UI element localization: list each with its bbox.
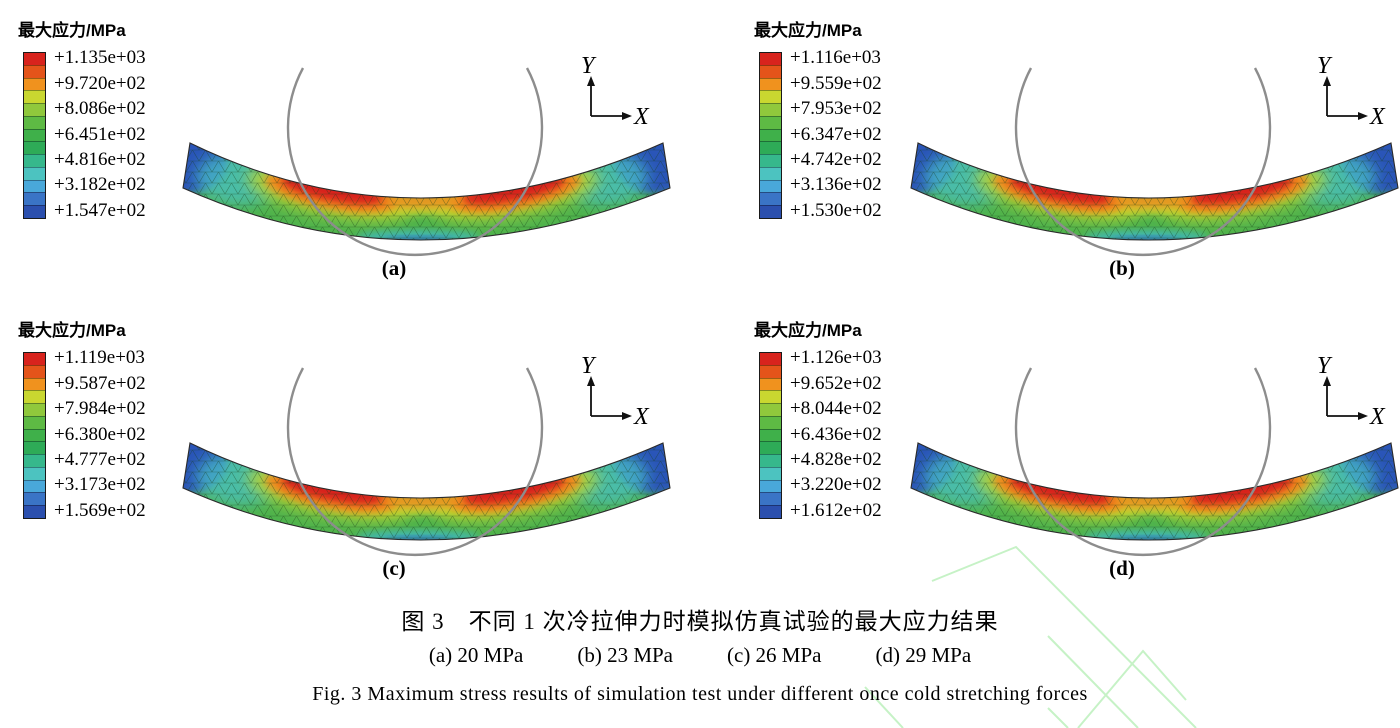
legend-tick-label: +6.451e+02 xyxy=(54,124,146,145)
legend-tick-label: +6.436e+02 xyxy=(790,424,882,445)
subcaption-c: (c) 26 MPa xyxy=(727,643,822,667)
y-axis-label: Y xyxy=(1317,354,1333,379)
legend-tick-label: +9.720e+02 xyxy=(54,73,146,94)
legend-tick-label: +1.135e+03 xyxy=(54,47,146,68)
legend-tick-label: +1.569e+02 xyxy=(54,500,146,521)
legend-tick-label: +4.816e+02 xyxy=(54,149,146,170)
figure-caption-en: Fig. 3 Maximum stress results of simulat… xyxy=(312,683,1088,705)
panel-b: 最大应力/MPa +1.116e+03 +9.559e+02 +7.953e+0… xyxy=(750,2,1400,300)
axis-orientation-icon: Y X xyxy=(581,54,650,130)
legend-tick-label: +1.126e+03 xyxy=(790,347,882,368)
axis-orientation-icon: Y X xyxy=(581,354,650,430)
legend-tick-label: +3.182e+02 xyxy=(54,174,146,195)
legend-tick-label: +6.347e+02 xyxy=(790,124,882,145)
legend-tick-label: +9.652e+02 xyxy=(790,373,882,394)
legend-tick-label: +6.380e+02 xyxy=(54,424,146,445)
colorbar xyxy=(23,352,46,519)
stress-legend: 最大应力/MPa +1.135e+03 +9.720e+02 +8.086e+0… xyxy=(14,16,166,221)
x-axis-label: X xyxy=(1369,404,1386,430)
colorbar xyxy=(23,52,46,219)
legend-title: 最大应力/MPa xyxy=(754,21,862,40)
legend-tick-label: +9.587e+02 xyxy=(54,373,146,394)
y-axis-label: Y xyxy=(581,354,597,379)
legend-tick-label: +8.044e+02 xyxy=(790,398,882,419)
legend-tick-label: +1.547e+02 xyxy=(54,200,146,221)
panel-label: (c) xyxy=(382,556,406,580)
legend-tick-label: +3.173e+02 xyxy=(54,474,146,495)
legend-tick-label: +7.953e+02 xyxy=(790,98,882,119)
colorbar xyxy=(759,52,782,219)
y-axis-label: Y xyxy=(581,54,597,79)
legend-tick-label: +4.777e+02 xyxy=(54,449,146,470)
x-axis-label: X xyxy=(633,404,650,430)
stress-legend: 最大应力/MPa +1.119e+03 +9.587e+02 +7.984e+0… xyxy=(14,316,166,521)
stress-legend: 最大应力/MPa +1.116e+03 +9.559e+02 +7.953e+0… xyxy=(750,16,902,221)
panel-c: 最大应力/MPa +1.119e+03 +9.587e+02 +7.984e+0… xyxy=(14,302,702,600)
figure-caption-zh: 图 3 不同 1 次冷拉伸力时模拟仿真试验的最大应力结果 xyxy=(401,609,999,634)
x-axis-label: X xyxy=(633,104,650,130)
subcaption-d: (d) 29 MPa xyxy=(875,643,972,667)
legend-tick-label: +3.136e+02 xyxy=(790,174,882,195)
panel-label: (b) xyxy=(1109,256,1135,280)
legend-tick-labels: +1.126e+03 +9.652e+02 +8.044e+02 +6.436e… xyxy=(790,347,908,521)
legend-tick-label: +7.984e+02 xyxy=(54,398,146,419)
legend-tick-labels: +1.119e+03 +9.587e+02 +7.984e+02 +6.380e… xyxy=(54,347,172,521)
legend-tick-label: +8.086e+02 xyxy=(54,98,146,119)
legend-tick-label: +9.559e+02 xyxy=(790,73,882,94)
panel-d: 最大应力/MPa +1.126e+03 +9.652e+02 +8.044e+0… xyxy=(750,302,1400,600)
figure-subcaption: (a) 20 MPa (b) 23 MPa (c) 26 MPa (d) 29 … xyxy=(0,643,1400,668)
colorbar xyxy=(759,352,782,519)
subcaption-a: (a) 20 MPa xyxy=(428,643,524,667)
axis-orientation-icon: Y X xyxy=(1317,354,1386,430)
axis-orientation-icon: Y X xyxy=(1317,54,1386,130)
legend-title: 最大应力/MPa xyxy=(18,321,126,340)
x-axis-label: X xyxy=(1369,104,1386,130)
legend-tick-labels: +1.135e+03 +9.720e+02 +8.086e+02 +6.451e… xyxy=(54,47,172,221)
legend-tick-labels: +1.116e+03 +9.559e+02 +7.953e+02 +6.347e… xyxy=(790,47,908,221)
legend-tick-label: +1.530e+02 xyxy=(790,200,882,221)
stress-legend: 最大应力/MPa +1.126e+03 +9.652e+02 +8.044e+0… xyxy=(750,316,902,521)
legend-tick-label: +1.116e+03 xyxy=(790,47,881,68)
legend-tick-label: +1.612e+02 xyxy=(790,500,882,521)
y-axis-label: Y xyxy=(1317,54,1333,79)
legend-tick-label: +4.828e+02 xyxy=(790,449,882,470)
legend-tick-label: +4.742e+02 xyxy=(790,149,882,170)
legend-title: 最大应力/MPa xyxy=(18,21,126,40)
legend-title: 最大应力/MPa xyxy=(754,321,862,340)
panel-label: (d) xyxy=(1109,556,1135,580)
legend-tick-label: +3.220e+02 xyxy=(790,474,882,495)
panel-a: 最大应力/MPa +1.135e+03 +9.720e+02 +8.086e+0… xyxy=(14,2,702,300)
legend-tick-label: +1.119e+03 xyxy=(54,347,145,368)
panel-label: (a) xyxy=(381,256,407,280)
subcaption-b: (b) 23 MPa xyxy=(577,643,673,667)
